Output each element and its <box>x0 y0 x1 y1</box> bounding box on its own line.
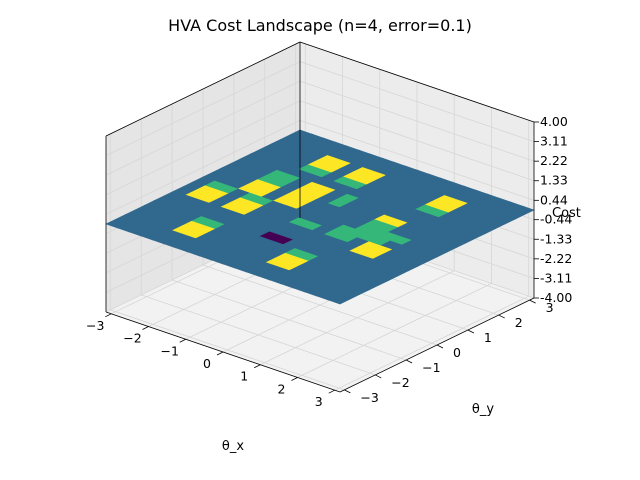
y-tick <box>467 329 475 334</box>
x-tick-label: −1 <box>161 343 179 358</box>
y-tick <box>405 359 413 364</box>
x-tick <box>142 326 149 330</box>
grid-line <box>105 100 301 196</box>
x-tick <box>254 364 261 369</box>
x-tick <box>179 338 186 343</box>
y-tick-label: −1 <box>422 360 440 375</box>
y-tick <box>344 389 351 394</box>
y-tick-label: 3 <box>546 300 554 315</box>
grid-line <box>299 100 535 182</box>
x-tick-label: 3 <box>315 394 323 409</box>
y-tick-label: −3 <box>360 390 378 405</box>
y-tick-label: 1 <box>484 330 492 345</box>
z-axis-label: Cost <box>552 206 581 221</box>
x-tick <box>105 313 112 318</box>
x-tick-label: 2 <box>278 381 286 396</box>
grid-line <box>260 270 455 366</box>
surface-cell <box>327 294 351 305</box>
x-tick <box>328 389 335 394</box>
z-tick-label: 0.44 <box>540 192 568 207</box>
grid-line <box>334 295 529 391</box>
z-tick-label: 3.11 <box>540 134 568 149</box>
grid-line <box>202 264 438 346</box>
x-tick-label: −2 <box>123 331 141 346</box>
grid-line <box>105 119 301 215</box>
pane-edge <box>299 41 535 123</box>
grid-line <box>105 61 301 156</box>
y-tick-label: −2 <box>391 375 409 390</box>
x-tick-label: 0 <box>203 356 211 371</box>
y-tick <box>375 374 382 379</box>
grid-line <box>299 119 535 201</box>
y-tick <box>529 299 536 304</box>
z-tick-label: -1.33 <box>540 231 572 246</box>
grid-line <box>299 61 535 142</box>
pane-edge <box>105 41 301 137</box>
y-tick <box>436 344 444 349</box>
axis-lines <box>105 41 535 393</box>
z-tick-label: 1.33 <box>540 173 568 188</box>
x-tick <box>216 351 224 356</box>
z-tick-label: -0.44 <box>540 212 572 227</box>
y-tick <box>498 314 505 319</box>
z-tick-label: -3.11 <box>540 270 572 285</box>
grid-line <box>105 80 301 176</box>
x-axis-label: θ_x <box>222 439 244 454</box>
y-axis-label: θ_y <box>472 402 494 417</box>
z-tick-label: 4.00 <box>540 114 568 129</box>
z-tick-label: -4.00 <box>540 290 572 305</box>
x-tick <box>291 377 298 381</box>
x-tick-label: −3 <box>86 318 104 333</box>
chart-title: HVA Cost Landscape (n=4, error=0.1) <box>168 16 472 35</box>
x-tick-label: 1 <box>240 369 248 384</box>
grid-line <box>297 283 492 378</box>
cost-surface <box>105 129 535 305</box>
grid-line <box>299 80 535 162</box>
y-tick-label: 2 <box>515 315 523 330</box>
z-tick-label: -2.22 <box>540 251 572 266</box>
z-tick-label: 2.22 <box>540 153 568 168</box>
y-tick-label: 0 <box>453 345 461 360</box>
